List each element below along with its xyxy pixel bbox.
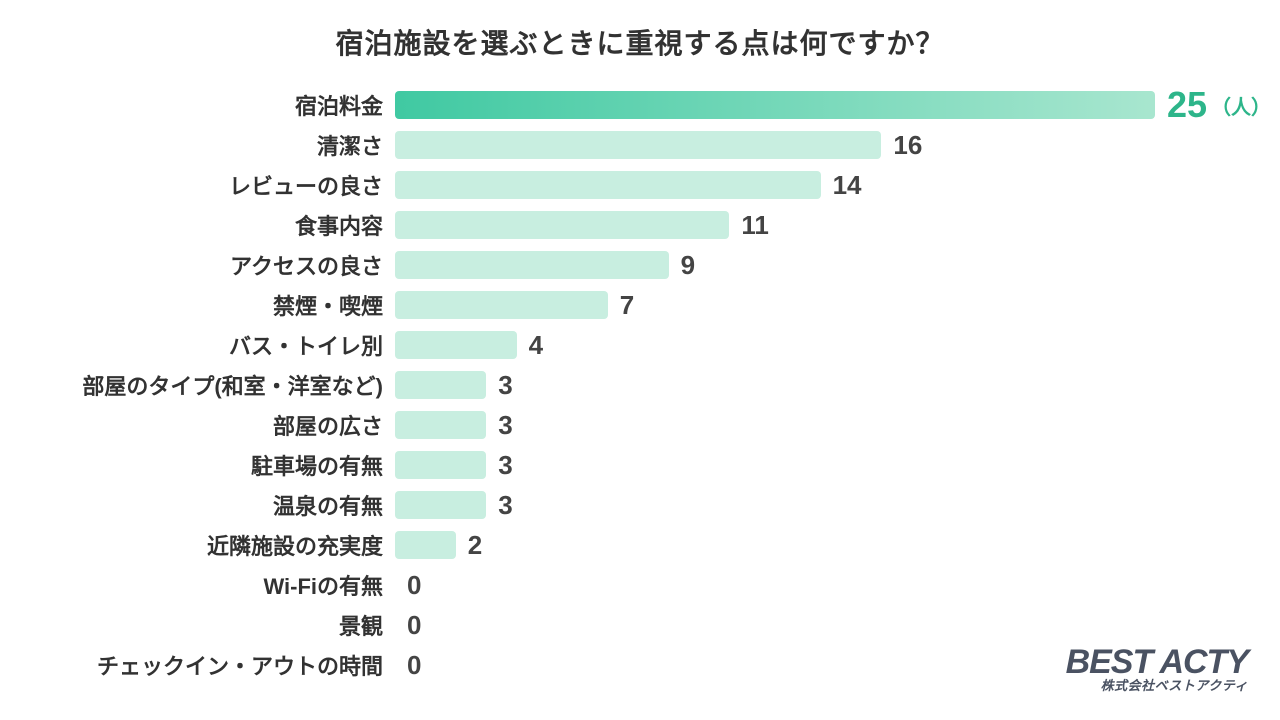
value-label: 9 xyxy=(681,250,695,281)
category-label: 駐車場の有無 xyxy=(0,449,395,481)
category-label: 清潔さ xyxy=(0,129,395,161)
category-label: 温泉の有無 xyxy=(0,489,395,521)
value-label: 25 xyxy=(1167,84,1207,126)
category-label: 食事内容 xyxy=(0,209,395,241)
bar-area: 0 xyxy=(395,570,1280,601)
category-label: 部屋の広さ xyxy=(0,409,395,441)
chart-row: 食事内容 11 xyxy=(0,205,1280,245)
bar-area: 4 xyxy=(395,330,1280,361)
bar xyxy=(395,171,821,199)
bar xyxy=(395,131,881,159)
value-label: 0 xyxy=(407,570,421,601)
chart-row: アクセスの良さ 9 xyxy=(0,245,1280,285)
value-label: 0 xyxy=(407,650,421,681)
chart-row: Wi-Fiの有無 0 xyxy=(0,565,1280,605)
bar xyxy=(395,331,517,359)
category-label: バス・トイレ別 xyxy=(0,329,395,361)
category-label: チェックイン・アウトの時間 xyxy=(0,649,395,681)
brand-logo: BEST ACTY 株式会社ベストアクティ xyxy=(1066,648,1248,694)
chart-row: 禁煙・喫煙 7 xyxy=(0,285,1280,325)
logo-main-text: BEST ACTY xyxy=(1066,648,1248,677)
chart-title: 宿泊施設を選ぶときに重視する点は何ですか？ xyxy=(0,0,1280,62)
value-label: 7 xyxy=(620,290,634,321)
chart-row: 部屋の広さ 3 xyxy=(0,405,1280,445)
chart-row: 宿泊料金25（人） xyxy=(0,85,1280,125)
chart-row: 駐車場の有無 3 xyxy=(0,445,1280,485)
value-label: 3 xyxy=(498,370,512,401)
bar xyxy=(395,91,1155,119)
bar xyxy=(395,291,608,319)
category-label: 景観 xyxy=(0,609,395,641)
bar xyxy=(395,411,486,439)
bar-area: 2 xyxy=(395,530,1280,561)
chart-row: 部屋のタイプ(和室・洋室など) 3 xyxy=(0,365,1280,405)
chart-row: バス・トイレ別 4 xyxy=(0,325,1280,365)
bar-area: 0 xyxy=(395,610,1280,641)
bar-area: 14 xyxy=(395,170,1280,201)
chart-row: レビューの良さ 14 xyxy=(0,165,1280,205)
bar xyxy=(395,531,456,559)
chart-row: 景観 0 xyxy=(0,605,1280,645)
value-label: 14 xyxy=(833,170,862,201)
bar-area: 3 xyxy=(395,370,1280,401)
category-label: 部屋のタイプ(和室・洋室など) xyxy=(0,369,395,401)
bar xyxy=(395,491,486,519)
bar-area: 25（人） xyxy=(395,84,1280,126)
value-label: 16 xyxy=(893,130,922,161)
category-label: 宿泊料金 xyxy=(0,89,395,121)
chart-container: 宿泊施設を選ぶときに重視する点は何ですか？ 宿泊料金25（人）清潔さ16レビュー… xyxy=(0,0,1280,720)
chart-rows: 宿泊料金25（人）清潔さ16レビューの良さ14食事内容11アクセスの良さ9禁煙・… xyxy=(0,85,1280,685)
bar xyxy=(395,251,669,279)
bar-area: 9 xyxy=(395,250,1280,281)
bar-area: 3 xyxy=(395,450,1280,481)
value-label: 0 xyxy=(407,610,421,641)
category-label: レビューの良さ xyxy=(0,169,395,201)
bar-area: 3 xyxy=(395,410,1280,441)
category-label: 近隣施設の充実度 xyxy=(0,529,395,561)
chart-row: 近隣施設の充実度 2 xyxy=(0,525,1280,565)
value-label: 2 xyxy=(468,530,482,561)
bar-area: 11 xyxy=(395,210,1280,241)
value-label: 4 xyxy=(529,330,543,361)
chart-row: 温泉の有無 3 xyxy=(0,485,1280,525)
bar xyxy=(395,211,729,239)
chart-row: 清潔さ 16 xyxy=(0,125,1280,165)
bar-area: 16 xyxy=(395,130,1280,161)
bar-area: 7 xyxy=(395,290,1280,321)
value-label: 3 xyxy=(498,450,512,481)
bar xyxy=(395,451,486,479)
value-label: 11 xyxy=(741,210,769,241)
category-label: アクセスの良さ xyxy=(0,249,395,281)
value-label: 3 xyxy=(498,490,512,521)
category-label: 禁煙・喫煙 xyxy=(0,289,395,321)
bar xyxy=(395,371,486,399)
value-label: 3 xyxy=(498,410,512,441)
unit-label: （人） xyxy=(1211,91,1271,120)
category-label: Wi-Fiの有無 xyxy=(0,569,395,601)
bar-area: 3 xyxy=(395,490,1280,521)
